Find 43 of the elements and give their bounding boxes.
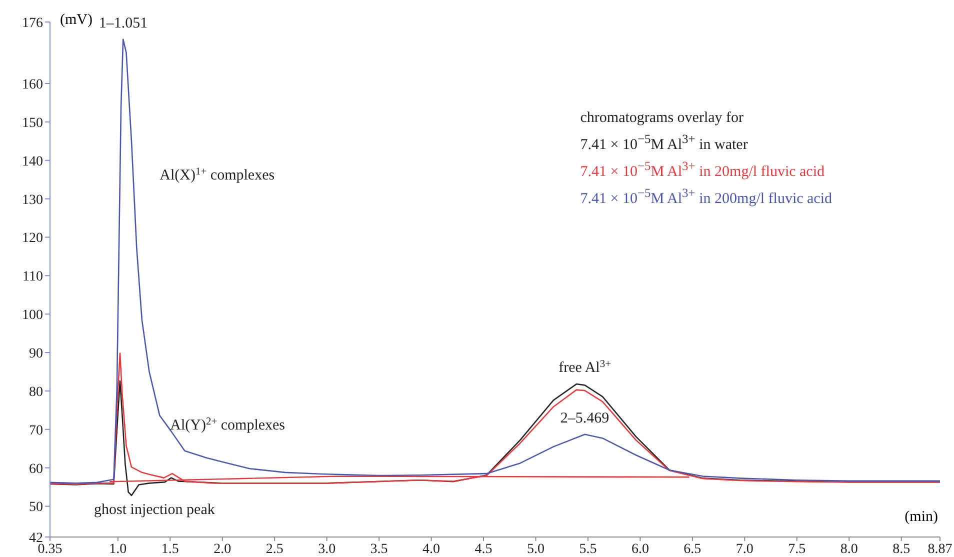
x-tick-label: 6.0 <box>631 542 649 557</box>
x-tick-label: 4.5 <box>474 542 492 557</box>
x-tick-label: 1.5 <box>161 542 179 557</box>
x-tick-label: 5.0 <box>526 542 544 557</box>
text: 7.41 × 10$^{−5}$M Al$^{3+}$ in water <box>580 131 749 155</box>
annotation: 2–5.469 <box>560 410 610 426</box>
annotation: ghost injection peak <box>94 502 216 518</box>
x-tick-label: 8.0 <box>840 542 858 557</box>
x-tick-label: 0.35 <box>38 542 62 557</box>
x-tick-label: 7.5 <box>788 542 806 557</box>
x-tick-label: 2.0 <box>214 542 232 557</box>
y-tick-label: 50 <box>29 500 43 516</box>
x-tick-label: 7.0 <box>736 542 754 557</box>
y-tick-label: 130 <box>22 192 43 208</box>
legend-title: chromatograms overlay for <box>580 109 745 128</box>
text: 7.41 × 10$^{−5}$M Al$^{3+}$ in 200mg/l fluvic acid <box>580 185 832 209</box>
y-tick-label: 110 <box>22 270 43 285</box>
y-axis-title: (mV) <box>60 12 92 29</box>
x-tick-label: 3.0 <box>318 542 336 557</box>
y-tick-label: 150 <box>22 116 43 131</box>
x-tick-label: 6.5 <box>684 542 702 557</box>
y-tick-label: 60 <box>29 462 43 477</box>
x-tick-label: 3.5 <box>370 542 388 557</box>
annotation: Al(X)$^{1+}$ complexes <box>160 166 275 184</box>
y-tick-label: 90 <box>29 346 43 362</box>
annotation: free Al$^{3+}$ <box>558 358 612 376</box>
y-tick-label: 140 <box>22 154 43 170</box>
x-tick-label: 5.5 <box>579 542 597 557</box>
y-tick-label: 70 <box>29 423 43 438</box>
x-tick-label: 8.5 <box>892 542 910 557</box>
y-tick-label: 120 <box>22 231 43 246</box>
y-tick-label: 176 <box>22 16 43 31</box>
text: 7.41 × 10$^{−5}$M Al$^{3+}$ in 20mg/l fluvic acid <box>580 158 826 182</box>
annotation: 1–1.051 <box>98 15 148 32</box>
x-tick-label: 4.0 <box>422 542 440 557</box>
y-tick-label: 160 <box>22 77 43 92</box>
x-axis-title: (min) <box>904 509 938 526</box>
x-tick-label: 1.0 <box>109 542 127 557</box>
x-tick-label: 8.87 <box>928 542 952 557</box>
x-tick-label: 2.5 <box>266 542 284 557</box>
y-tick-label: 80 <box>29 384 43 400</box>
annotation: Al(Y)$^{2+}$ complexes <box>170 416 286 434</box>
y-tick-label: 100 <box>22 308 43 324</box>
